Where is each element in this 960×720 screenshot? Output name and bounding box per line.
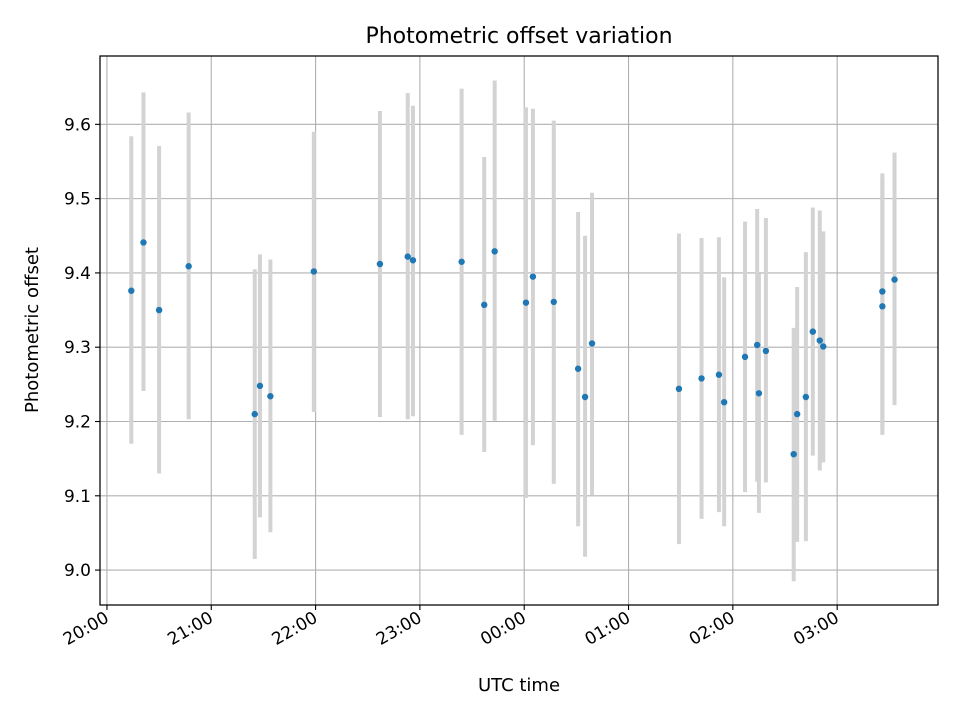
data-point xyxy=(879,303,886,310)
data-point xyxy=(741,353,749,361)
data-point xyxy=(581,393,589,401)
data-point xyxy=(675,385,683,393)
data-point xyxy=(409,257,417,264)
data-point xyxy=(128,287,135,294)
data-point xyxy=(458,258,465,265)
data-point xyxy=(720,398,728,406)
data-point xyxy=(891,276,898,283)
data-point xyxy=(529,273,537,280)
data-point xyxy=(404,253,411,260)
data-point xyxy=(481,301,488,309)
data-point xyxy=(550,298,557,306)
y-tick-label: 9.3 xyxy=(64,338,91,358)
data-point xyxy=(816,337,823,344)
data-point xyxy=(522,299,530,306)
y-tick-label: 9.5 xyxy=(64,190,91,210)
data-point xyxy=(251,410,258,418)
data-point xyxy=(574,365,582,372)
data-point xyxy=(376,260,384,268)
y-tick-label: 9.4 xyxy=(64,264,91,284)
data-point xyxy=(310,268,318,275)
y-tick-label: 9.2 xyxy=(64,413,91,433)
data-point xyxy=(809,328,817,335)
data-point xyxy=(762,347,770,355)
data-point xyxy=(588,340,596,347)
data-point xyxy=(155,306,163,314)
y-tick-label: 9.1 xyxy=(64,487,91,507)
data-point xyxy=(753,341,761,349)
plot-frame xyxy=(99,55,939,606)
y-axis-ticks: 9.0 9.1 9.2 9.3 9.4 9.5 9.6 xyxy=(64,115,100,581)
data-point xyxy=(715,371,723,378)
data-point xyxy=(755,390,763,397)
data-point xyxy=(793,410,801,418)
point-layer xyxy=(128,239,898,458)
data-point xyxy=(790,450,797,458)
data-point xyxy=(820,343,827,350)
chart-title: Photometric offset variation xyxy=(365,24,672,49)
y-tick-label: 9.0 xyxy=(64,561,91,581)
data-point xyxy=(185,263,192,270)
data-point xyxy=(267,393,274,400)
data-point xyxy=(491,248,498,255)
x-axis-label: UTC time xyxy=(478,675,560,696)
data-point xyxy=(879,288,886,295)
data-point xyxy=(698,375,705,382)
y-axis-label: Photometric offset xyxy=(22,247,43,413)
data-point xyxy=(256,382,264,390)
data-point xyxy=(140,239,147,246)
data-point xyxy=(802,393,810,401)
y-tick-label: 9.6 xyxy=(64,115,91,135)
